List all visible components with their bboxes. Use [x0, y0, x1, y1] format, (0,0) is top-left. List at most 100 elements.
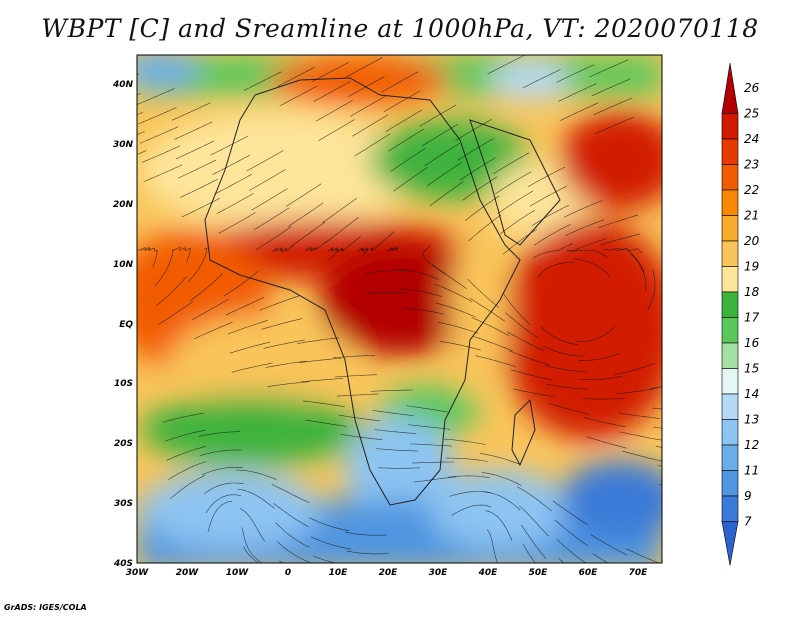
streamline: [376, 448, 419, 452]
streamline: [311, 536, 352, 550]
colorbar-swatch: [721, 215, 739, 242]
streamline: [325, 216, 359, 243]
streamline: [347, 76, 385, 98]
streamline: [179, 178, 219, 198]
streamline: [190, 273, 223, 301]
streamline: [272, 245, 294, 253]
colorbar-label: 16: [744, 336, 760, 350]
streamline: [349, 95, 387, 117]
lat-label-20n: 20N: [113, 200, 134, 210]
streamline: [137, 246, 151, 251]
streamline: [143, 164, 183, 182]
streamline: [253, 207, 290, 231]
streamline: [599, 233, 641, 246]
streamline: [565, 219, 605, 236]
streamline: [315, 100, 353, 122]
streamline: [140, 246, 158, 268]
colorbar-swatch: [721, 521, 739, 566]
streamline: [487, 55, 526, 75]
streamline: [419, 104, 457, 127]
colorbar-label: 18: [744, 285, 760, 299]
colorbar-label: 9: [744, 489, 752, 503]
streamline: [352, 114, 389, 137]
streamline: [243, 71, 282, 91]
streamline: [210, 135, 249, 156]
streamline: [354, 133, 391, 157]
streamline: [137, 150, 147, 155]
lon-label-40e: 40E: [478, 568, 499, 578]
streamline: [273, 503, 309, 527]
streamline: [202, 467, 244, 476]
colorbar-label: 17: [744, 311, 760, 325]
streamline: [198, 431, 240, 437]
streamline: [435, 302, 476, 318]
streamline: [595, 116, 635, 134]
streamline: [614, 363, 655, 375]
streamline: [304, 419, 347, 427]
streamline: [437, 321, 479, 334]
lon-label-10w: 10W: [226, 568, 250, 578]
lon-label-10e: 10E: [329, 568, 349, 578]
coastline-madagascar: [511, 398, 536, 467]
streamline: [223, 270, 259, 297]
streamline: [398, 269, 439, 280]
streamlines: [137, 55, 662, 563]
streamline: [364, 270, 407, 275]
streamline: [592, 553, 609, 563]
streamline: [311, 61, 349, 83]
streamline: [156, 276, 187, 306]
streamline: [598, 214, 639, 229]
colorbar-label: 7: [744, 515, 752, 529]
streamline: [313, 81, 351, 102]
streamline: [216, 193, 254, 214]
streamline: [582, 397, 625, 400]
colorbar-swatch: [721, 62, 739, 114]
streamline: [481, 472, 522, 486]
lon-label-20w: 20W: [176, 568, 200, 578]
streamline: [303, 400, 345, 407]
streamline: [540, 326, 579, 345]
lat-label-40s: 40S: [113, 559, 133, 569]
streamline: [301, 378, 344, 383]
streamline: [378, 467, 421, 469]
streamline: [225, 297, 265, 316]
streamline: [271, 484, 310, 504]
streamline: [171, 246, 191, 263]
streamline: [548, 403, 590, 415]
streamline: [137, 55, 138, 56]
lat-label-10n: 10N: [113, 260, 134, 270]
streamline: [285, 183, 322, 207]
streamline: [137, 131, 145, 135]
streamline: [459, 157, 496, 181]
streamline: [218, 212, 256, 234]
streamline: [492, 152, 530, 175]
streamline: [279, 85, 318, 107]
streamline: [560, 102, 599, 121]
streamline: [529, 185, 567, 207]
streamline: [630, 253, 647, 292]
colorbar-label: 22: [744, 183, 759, 197]
colorbar-swatch: [721, 393, 739, 420]
streamline: [175, 140, 215, 160]
colorbar-swatch: [721, 291, 739, 318]
colorbar: 26 25 24 23 22 21 20 19 18 17 16 15 14 13 12 11 9 7: [721, 62, 760, 566]
streamline: [299, 357, 342, 363]
colorbar-swatch: [721, 164, 739, 191]
colorbar-label: 26: [744, 81, 760, 95]
streamline: [495, 171, 532, 195]
streamline: [402, 307, 444, 315]
streamline: [586, 436, 627, 449]
streamline: [385, 109, 423, 132]
streamline: [241, 527, 262, 563]
lon-tick-labels: 30W 20W 10W 0 10E 20E 30E 40E 50E 60E 70…: [126, 568, 648, 578]
streamline: [334, 374, 377, 378]
colorbar-label: 13: [744, 413, 759, 427]
streamline: [277, 66, 316, 87]
streamline: [372, 410, 415, 417]
streamline: [614, 248, 645, 273]
streamline: [393, 166, 428, 192]
streamline: [237, 488, 275, 509]
streamline: [390, 147, 427, 172]
streamline: [227, 320, 268, 335]
coastline-arabia: [469, 119, 561, 246]
